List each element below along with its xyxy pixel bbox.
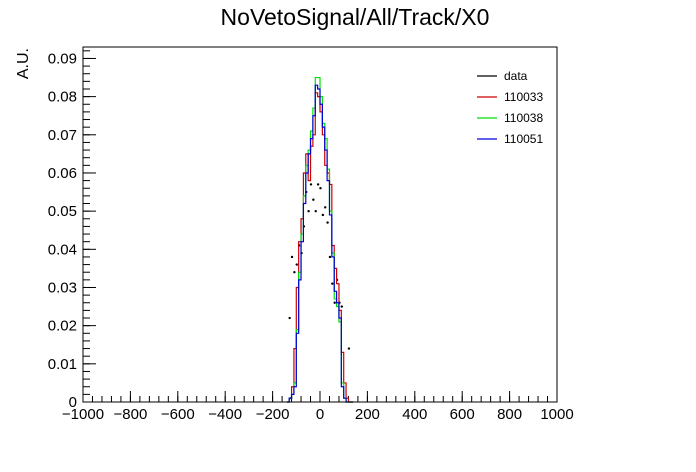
legend-label-110033: 110033 <box>504 90 543 104</box>
x-tick-label: 400 <box>402 406 427 423</box>
y-tick-label: 0.05 <box>48 203 77 220</box>
x-tick-label: −800 <box>114 406 148 423</box>
x-tick-label: 200 <box>355 406 380 423</box>
data-point <box>316 183 320 186</box>
series-110051-histogram <box>286 84 354 403</box>
data-point <box>347 347 351 350</box>
x-tick-label: −400 <box>208 406 242 423</box>
y-tick-label: 0.03 <box>48 279 77 296</box>
data-point <box>324 206 327 209</box>
y-tick-label: 0 <box>69 394 77 411</box>
data-point <box>295 263 298 266</box>
data-point <box>314 209 317 213</box>
y-tick-label: 0.04 <box>48 241 77 258</box>
series-110038-histogram <box>286 76 354 403</box>
y-tick-label: 0.02 <box>48 318 77 335</box>
x-tick-label: −600 <box>161 406 195 423</box>
data-point <box>312 198 315 201</box>
data-point <box>333 301 336 304</box>
data-point <box>288 316 291 320</box>
y-axis-label: A.U. <box>15 48 32 79</box>
data-point <box>321 213 325 217</box>
y-tick-label: 0.07 <box>48 127 77 144</box>
data-point <box>309 183 313 186</box>
data-point <box>290 255 294 259</box>
data-point <box>293 271 296 274</box>
x-tick-label: 600 <box>450 406 475 423</box>
x-tick-label: −1000 <box>62 406 104 423</box>
axes-group: −1000 −800 −600 −400 −200 0 200 400 600 800 1000 0 0… <box>48 50 574 423</box>
x-tick-label: 0 <box>316 406 324 423</box>
plot-frame <box>82 46 558 403</box>
y-tick-label: 0.09 <box>48 50 77 67</box>
x-tick-label: 800 <box>497 406 522 423</box>
data-point <box>340 305 344 308</box>
y-tick-label: 0.01 <box>48 356 77 373</box>
legend-label-110051: 110051 <box>504 132 543 146</box>
y-tick-label: 0.08 <box>48 89 77 106</box>
data-point <box>307 209 310 213</box>
legend-label-data: data <box>504 69 528 83</box>
series-group <box>286 76 354 403</box>
chart-title: NoVetoSignal/All/Track/X0 <box>221 4 490 30</box>
x-tick-label: −200 <box>256 406 290 423</box>
x-tick-label: 1000 <box>540 406 573 423</box>
data-point <box>331 282 334 285</box>
y-tick-label: 0.06 <box>48 165 77 182</box>
data-point <box>328 255 332 259</box>
legend: data 110033 110038 110051 <box>477 69 543 146</box>
data-point <box>326 221 329 224</box>
legend-label-110038: 110038 <box>504 111 543 125</box>
data-point <box>319 187 322 190</box>
